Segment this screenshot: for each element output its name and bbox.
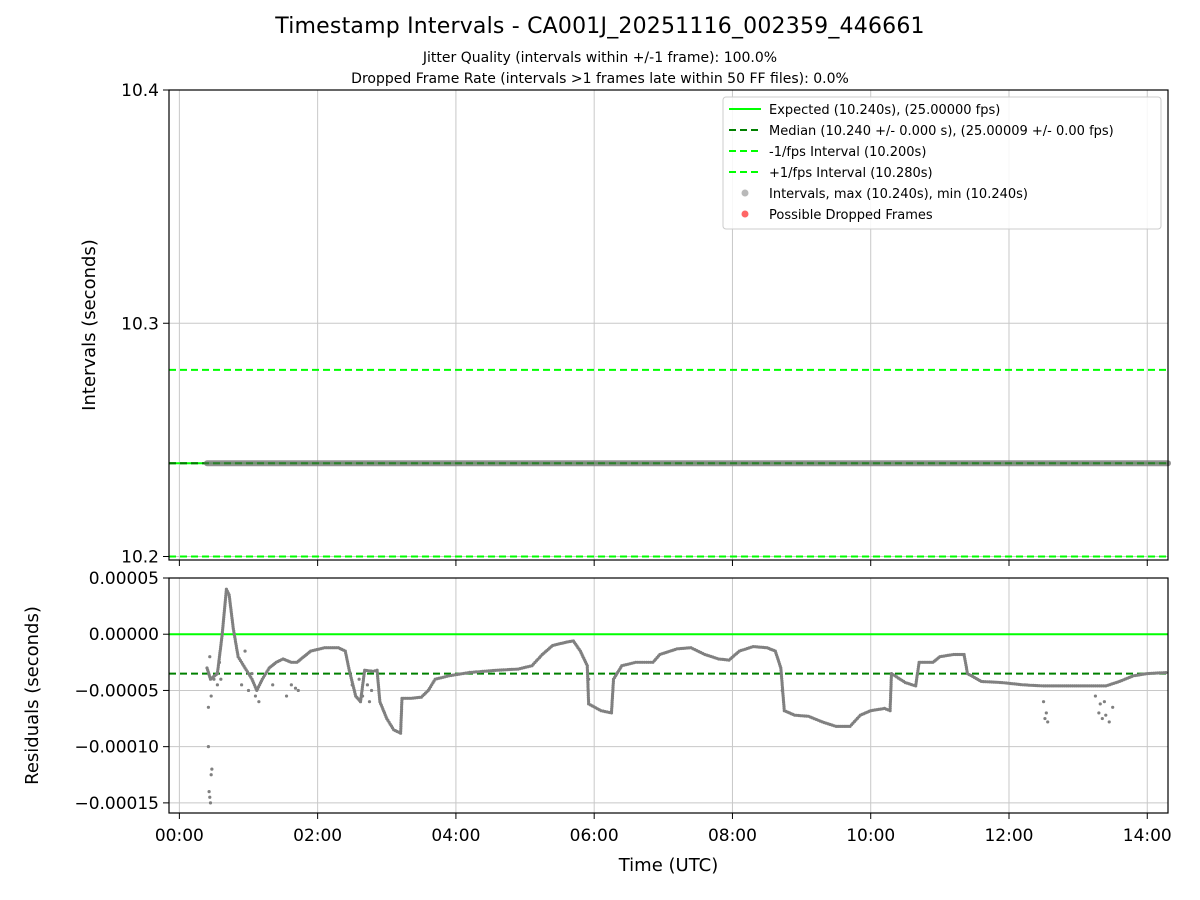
residual-outlier-point bbox=[365, 683, 370, 687]
top-ytick-label: 10.4 bbox=[121, 81, 159, 101]
residual-outlier-point bbox=[293, 686, 298, 690]
residual-outlier-point bbox=[217, 660, 222, 664]
residual-outlier-point bbox=[1102, 700, 1106, 704]
residual-outlier-point bbox=[1097, 711, 1101, 715]
residual-outlier-point bbox=[296, 688, 300, 693]
residual-outlier-point bbox=[215, 683, 219, 687]
residual-point bbox=[889, 682, 893, 687]
legend-entry-1: Median (10.240 +/- 0.000 s), (25.00009 +… bbox=[769, 124, 1114, 139]
bottom-ytick-label: −0.00015 bbox=[74, 794, 159, 814]
residual-point bbox=[640, 660, 644, 664]
xtick-label: 14:00 bbox=[1123, 826, 1172, 846]
time-xlabel: Time (UTC) bbox=[618, 855, 719, 876]
residual-outlier-point bbox=[587, 677, 591, 681]
residual-outlier-point bbox=[253, 694, 258, 698]
residual-outlier-point bbox=[207, 790, 211, 794]
xtick-label: 12:00 bbox=[984, 826, 1033, 846]
top-ytick-label: 10.2 bbox=[121, 548, 159, 568]
bottom-panel-frame bbox=[168, 577, 1169, 814]
legend-point-entry-1: Possible Dropped Frames bbox=[769, 208, 933, 223]
residual-outlier-point bbox=[246, 688, 251, 693]
residual-outlier-point bbox=[208, 795, 212, 799]
residual-outlier-point bbox=[208, 801, 213, 805]
residual-outlier-point bbox=[1093, 694, 1098, 698]
residual-outlier-point bbox=[367, 700, 372, 704]
residual-outlier-point bbox=[1111, 705, 1115, 709]
bottom-ytick-label: −0.00010 bbox=[74, 738, 159, 758]
residuals-panel: 0.00005 0.00000 −0.00005 −0.00010 −0.00015 00… bbox=[22, 569, 1172, 876]
residual-point bbox=[889, 696, 893, 700]
bottom-ytick-label: 0.00000 bbox=[89, 625, 159, 645]
residual-outlier-point bbox=[257, 700, 261, 704]
residual-outlier-point bbox=[360, 694, 365, 698]
residual-outlier-point bbox=[210, 767, 214, 771]
residual-outlier-point bbox=[206, 745, 211, 749]
residual-outlier-point bbox=[250, 671, 254, 676]
legend-marker-1 bbox=[741, 210, 749, 218]
chart-title: Timestamp Intervals - CA001J_20251116_00… bbox=[275, 14, 925, 39]
xtick-label: 04:00 bbox=[431, 826, 480, 846]
residual-outlier-point bbox=[206, 705, 211, 709]
xtick-label: 10:00 bbox=[846, 826, 895, 846]
legend-entry-3: +1/fps Interval (10.280s) bbox=[769, 166, 933, 181]
residual-outlier-point bbox=[1107, 720, 1111, 724]
top-ytick-label: 10.3 bbox=[121, 314, 159, 334]
legend: Expected (10.240s), (25.00000 fps) Median… bbox=[722, 96, 1162, 230]
residuals-ylabel: Residuals (seconds) bbox=[22, 606, 43, 785]
residual-outlier-point bbox=[1046, 720, 1050, 724]
residual-outlier-point bbox=[208, 655, 212, 659]
residual-outlier-point bbox=[1041, 700, 1046, 704]
xtick-label: 06:00 bbox=[570, 826, 619, 846]
top-panel-frame bbox=[168, 89, 1169, 561]
xtick-label: 08:00 bbox=[708, 826, 757, 846]
residual-points bbox=[205, 587, 1168, 805]
residual-outlier-point bbox=[209, 694, 213, 698]
legend-point-entry-0: Intervals, max (10.240s), min (10.240s) bbox=[769, 187, 1028, 202]
bottom-ytick-label: −0.00005 bbox=[74, 681, 159, 701]
bottom-ytick-label: 0.00005 bbox=[89, 569, 159, 589]
dropped-frame-subtitle: Dropped Frame Rate (intervals >1 frames … bbox=[351, 71, 849, 87]
residual-outlier-point bbox=[289, 683, 293, 687]
residual-outlier-point bbox=[271, 683, 275, 687]
legend-entry-0: Expected (10.240s), (25.00000 fps) bbox=[769, 103, 1000, 118]
residual-point bbox=[636, 660, 640, 664]
residual-outlier-point bbox=[209, 773, 213, 777]
legend-marker-0 bbox=[741, 189, 749, 197]
legend-entry-2: -1/fps Interval (10.200s) bbox=[769, 145, 926, 160]
xtick-label: 02:00 bbox=[293, 826, 342, 846]
residual-outlier-point bbox=[1104, 713, 1108, 717]
legend-box bbox=[722, 96, 1162, 230]
residual-outlier-point bbox=[212, 677, 216, 681]
residual-outlier-point bbox=[1043, 716, 1047, 721]
residual-outlier-point bbox=[350, 683, 354, 687]
residual-outlier-point bbox=[369, 688, 374, 693]
residual-outlier-point bbox=[1044, 711, 1048, 715]
residual-outlier-point bbox=[284, 694, 289, 698]
residual-outlier-point bbox=[780, 688, 784, 693]
residual-outlier-point bbox=[1100, 716, 1104, 721]
residual-outlier-point bbox=[239, 683, 244, 687]
residual-outlier-point bbox=[1098, 702, 1102, 706]
intervals-ylabel: Intervals (seconds) bbox=[79, 239, 100, 411]
residual-point bbox=[647, 660, 651, 664]
residual-point bbox=[888, 706, 892, 711]
residual-point bbox=[400, 707, 404, 711]
jitter-quality-subtitle: Jitter Quality (intervals within +/-1 fr… bbox=[422, 50, 778, 66]
residual-outlier-point bbox=[357, 677, 361, 681]
xtick-label: 00:00 bbox=[155, 826, 204, 846]
residual-point bbox=[642, 660, 646, 664]
residual-point bbox=[1164, 671, 1168, 675]
residual-outlier-point bbox=[219, 677, 223, 681]
residual-outlier-point bbox=[243, 649, 247, 653]
